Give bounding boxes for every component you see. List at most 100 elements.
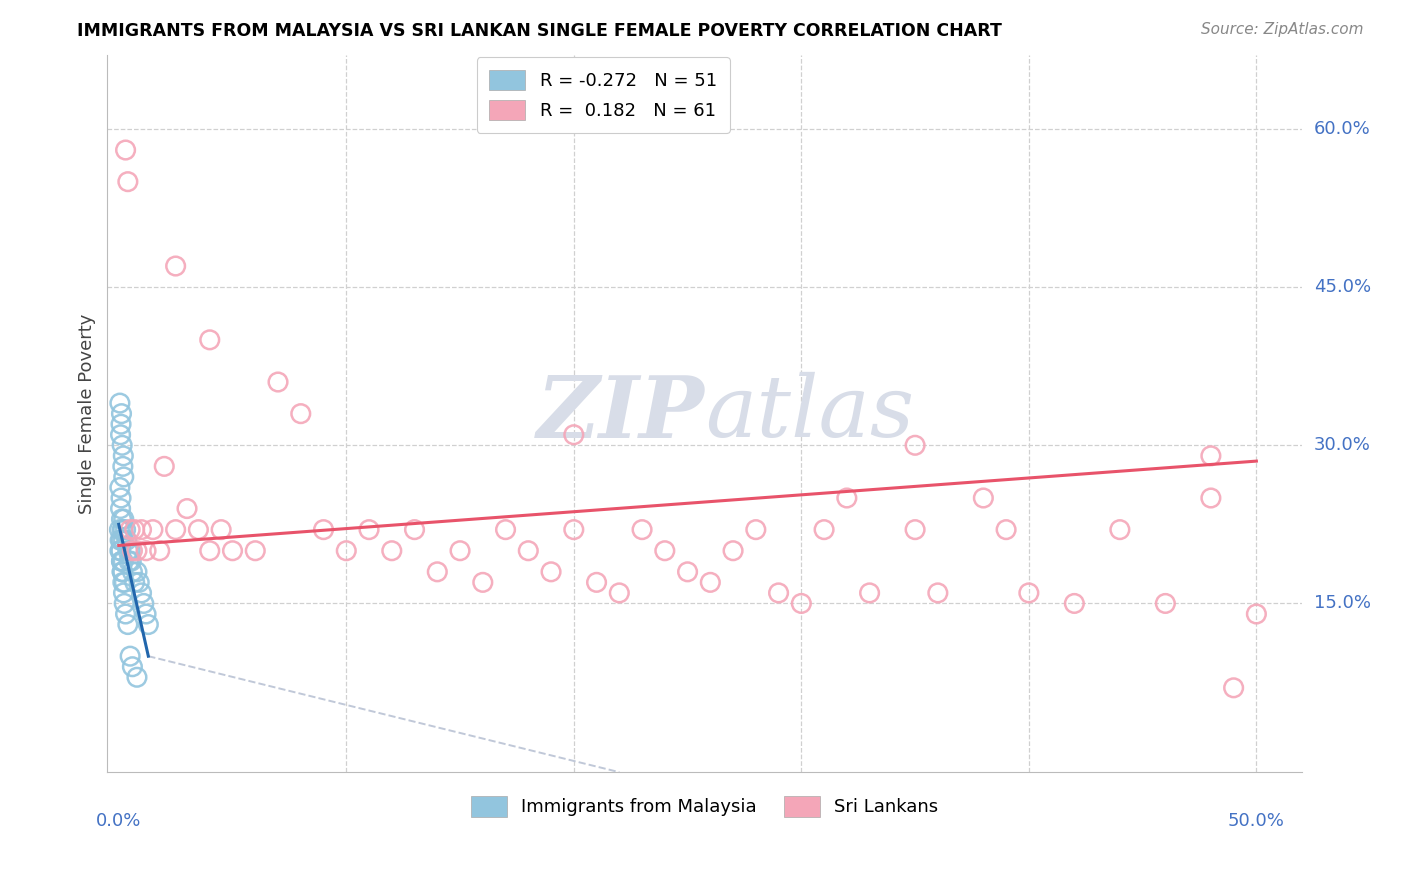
Point xyxy=(768,586,790,600)
Point xyxy=(110,554,132,568)
Point xyxy=(125,670,148,684)
Point xyxy=(128,575,150,590)
Point xyxy=(111,523,134,537)
Point xyxy=(813,523,835,537)
Point xyxy=(1246,607,1268,621)
Point xyxy=(124,575,146,590)
Point xyxy=(1199,449,1222,463)
Point xyxy=(111,575,134,590)
Point xyxy=(449,543,471,558)
Point xyxy=(495,523,517,537)
Point xyxy=(108,543,131,558)
Point xyxy=(108,533,131,548)
Point xyxy=(1018,586,1040,600)
Point xyxy=(117,617,139,632)
Point xyxy=(114,143,136,157)
Point xyxy=(110,512,132,526)
Point xyxy=(117,175,139,189)
Text: 30.0%: 30.0% xyxy=(1313,436,1371,454)
Text: 50.0%: 50.0% xyxy=(1227,812,1285,830)
Point xyxy=(245,543,267,558)
Point xyxy=(1199,491,1222,505)
Point xyxy=(117,543,139,558)
Point xyxy=(153,459,176,474)
Point xyxy=(562,523,585,537)
Point xyxy=(426,565,449,579)
Point xyxy=(121,543,143,558)
Point xyxy=(110,501,132,516)
Point xyxy=(149,543,172,558)
Point xyxy=(904,523,927,537)
Point xyxy=(972,491,994,505)
Text: 15.0%: 15.0% xyxy=(1313,594,1371,613)
Point xyxy=(112,597,135,611)
Point xyxy=(165,523,187,537)
Point xyxy=(1063,597,1085,611)
Point xyxy=(132,597,155,611)
Text: IMMIGRANTS FROM MALAYSIA VS SRI LANKAN SINGLE FEMALE POVERTY CORRELATION CHART: IMMIGRANTS FROM MALAYSIA VS SRI LANKAN S… xyxy=(77,22,1002,40)
Point xyxy=(904,438,927,452)
Point xyxy=(111,565,134,579)
Point xyxy=(112,470,135,484)
Point xyxy=(111,565,134,579)
Point xyxy=(176,501,198,516)
Point xyxy=(121,659,143,673)
Point xyxy=(654,543,676,558)
Point xyxy=(858,586,880,600)
Point xyxy=(517,543,540,558)
Point xyxy=(209,523,232,537)
Point xyxy=(110,491,132,505)
Point xyxy=(120,554,142,568)
Point xyxy=(585,575,607,590)
Point xyxy=(198,543,221,558)
Point xyxy=(115,533,138,548)
Point xyxy=(120,649,142,664)
Point xyxy=(125,565,148,579)
Point xyxy=(108,523,131,537)
Point xyxy=(120,543,142,558)
Point xyxy=(198,333,221,347)
Point xyxy=(114,523,136,537)
Point xyxy=(111,438,134,452)
Point xyxy=(404,523,426,537)
Point xyxy=(267,375,290,389)
Point xyxy=(110,554,132,568)
Point xyxy=(290,407,312,421)
Text: 45.0%: 45.0% xyxy=(1313,278,1371,296)
Point xyxy=(112,586,135,600)
Point xyxy=(120,523,142,537)
Point xyxy=(381,543,404,558)
Point xyxy=(114,575,136,590)
Point xyxy=(110,427,132,442)
Point xyxy=(1154,597,1177,611)
Point xyxy=(471,575,494,590)
Text: Source: ZipAtlas.com: Source: ZipAtlas.com xyxy=(1201,22,1364,37)
Point xyxy=(135,543,157,558)
Point xyxy=(165,259,187,273)
Text: 60.0%: 60.0% xyxy=(1313,120,1371,138)
Point xyxy=(124,523,146,537)
Point xyxy=(112,512,135,526)
Legend: Immigrants from Malaysia, Sri Lankans: Immigrants from Malaysia, Sri Lankans xyxy=(464,789,946,824)
Point xyxy=(135,607,157,621)
Point xyxy=(995,523,1018,537)
Point xyxy=(111,565,134,579)
Point xyxy=(118,554,141,568)
Text: ZIP: ZIP xyxy=(537,372,704,456)
Point xyxy=(110,543,132,558)
Point xyxy=(335,543,357,558)
Point xyxy=(1222,681,1244,695)
Point xyxy=(110,407,132,421)
Point xyxy=(790,597,813,611)
Point xyxy=(631,523,654,537)
Point xyxy=(112,533,135,548)
Point xyxy=(125,543,148,558)
Point xyxy=(699,575,721,590)
Point xyxy=(138,617,160,632)
Point xyxy=(110,417,132,432)
Point xyxy=(607,586,630,600)
Point xyxy=(1108,523,1130,537)
Y-axis label: Single Female Poverty: Single Female Poverty xyxy=(79,313,96,514)
Point xyxy=(111,523,134,537)
Point xyxy=(112,449,135,463)
